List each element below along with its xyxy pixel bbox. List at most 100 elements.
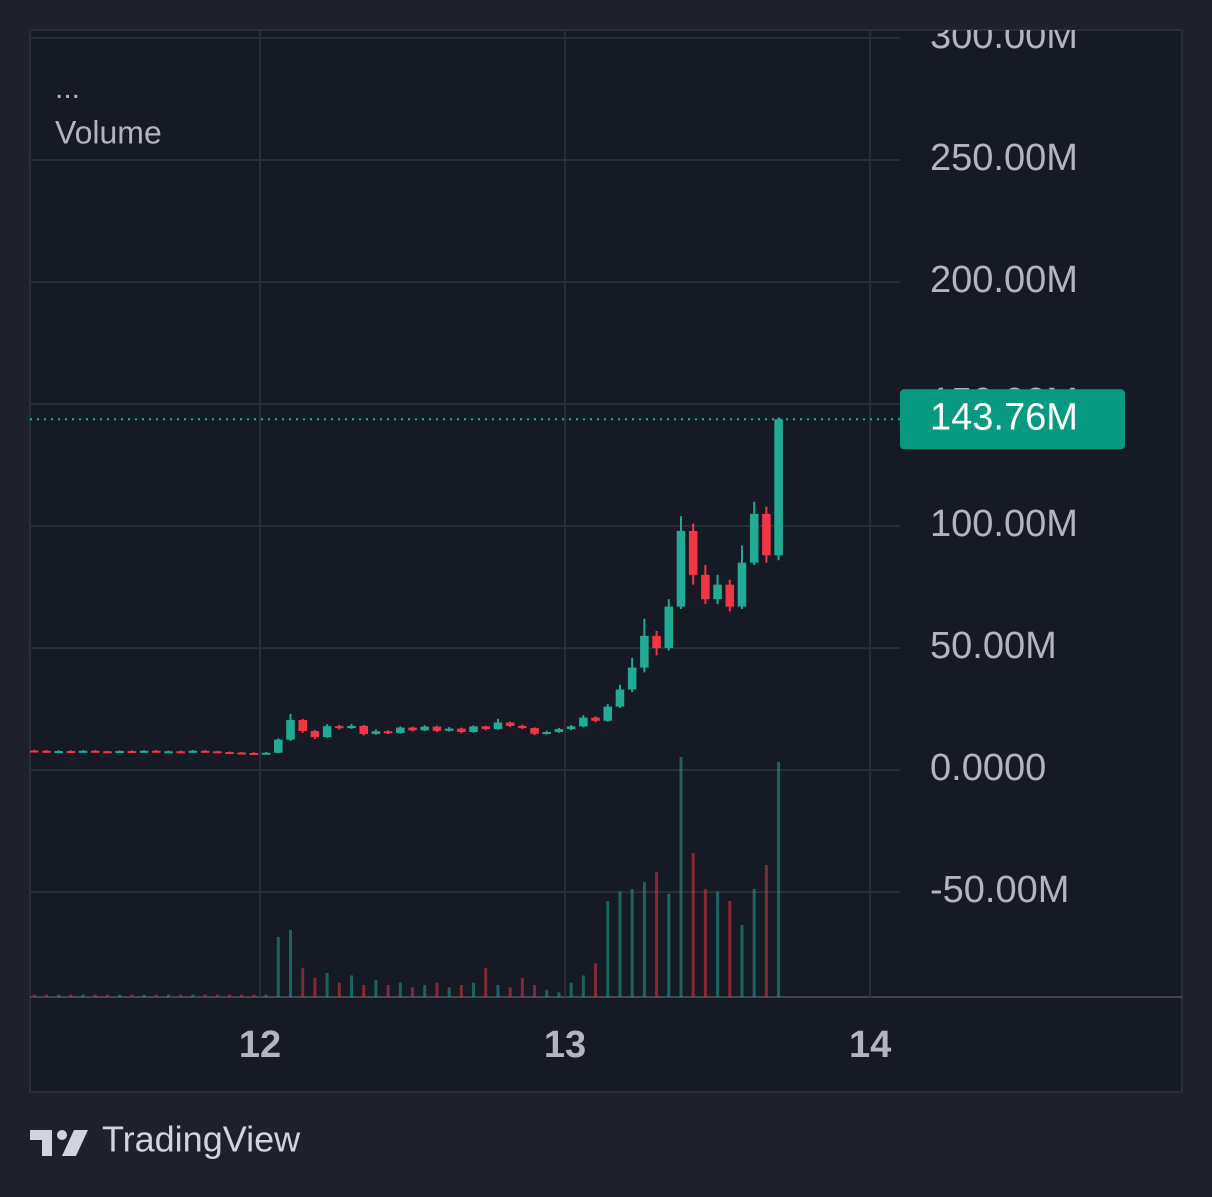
volume-bar (423, 985, 427, 997)
price-scale: -50.00M0.000050.00M100.00M150.00M200.00M… (930, 15, 1078, 911)
candle-body (457, 728, 466, 733)
y-tick-label: 0.0000 (930, 747, 1046, 789)
candle-body (627, 667, 637, 690)
candle-body (188, 750, 198, 753)
volume-bar (496, 985, 500, 997)
candle-body (615, 689, 625, 707)
volume-bar (276, 937, 280, 997)
candle-body (152, 750, 161, 753)
candle-body (286, 720, 295, 740)
volume-bar (752, 889, 756, 997)
candle-body (249, 752, 259, 755)
volume-bar (411, 987, 415, 997)
y-tick-label: 250.00M (930, 137, 1078, 179)
candle-body (176, 751, 185, 754)
candle-body (701, 574, 710, 600)
volume-bar (508, 987, 512, 997)
candle-body (554, 729, 564, 733)
volume-bar (667, 893, 671, 997)
candle-body (566, 726, 576, 730)
volume-bar (630, 889, 634, 997)
candle-body (78, 750, 88, 753)
volume-bar (606, 901, 610, 997)
candle-body (749, 513, 759, 563)
candle-body (261, 752, 271, 755)
candle-body (591, 717, 600, 721)
volume-bar (215, 994, 219, 997)
candle-body (408, 727, 417, 731)
y-tick-label: 300.00M (930, 15, 1078, 57)
volume-bar (447, 987, 451, 997)
volume-bar (740, 925, 744, 997)
last-price-box (900, 389, 1125, 450)
volume-bar (81, 994, 85, 997)
volume-bar (179, 994, 183, 997)
candle-body (725, 584, 735, 607)
volume-bar (203, 994, 207, 997)
volume-bar (252, 994, 256, 997)
candle-body (237, 752, 246, 755)
volume-bar (386, 985, 390, 997)
volume-bar (569, 982, 573, 997)
volume-bar (337, 982, 341, 997)
candle-body (542, 732, 552, 735)
volume-bar (691, 853, 695, 997)
candle-body (481, 726, 491, 730)
volume-bar (484, 968, 488, 997)
volume-bar (581, 975, 585, 997)
volume-bar (154, 994, 158, 997)
candle-body (139, 750, 149, 753)
volume-bar (264, 994, 268, 997)
volume-bar (435, 982, 439, 997)
volume-bar (728, 901, 732, 997)
volume-bar (240, 994, 244, 997)
candle-body (444, 728, 454, 731)
volume-bar (32, 994, 36, 997)
volume-bar (191, 994, 195, 997)
candle-body (371, 731, 381, 734)
candle-body (603, 706, 613, 721)
candle-body (493, 722, 503, 730)
y-tick-label: -50.00M (930, 869, 1069, 911)
candle-body (42, 750, 51, 753)
volume-bar (301, 968, 305, 997)
candle-body (322, 726, 332, 738)
x-tick-label: 12 (239, 1024, 281, 1066)
candle-body (164, 751, 173, 754)
overlay: 12 13 14 143.76M (30, 389, 1125, 1066)
brand-name: TradingView (102, 1119, 301, 1160)
chart-panel (29, 29, 1183, 1093)
volume-bar (618, 891, 622, 997)
volume-bar (716, 891, 720, 997)
candle-body (518, 725, 527, 729)
volume-bar (130, 994, 134, 997)
volume-bar (533, 985, 537, 997)
candle-body (359, 725, 368, 734)
candle-body (530, 728, 539, 734)
candle-body (774, 419, 783, 556)
volume-bar (703, 889, 707, 997)
candle-body (469, 726, 478, 733)
volume-bar (459, 985, 463, 997)
volume-bar (44, 994, 48, 997)
volume-bar (118, 994, 122, 997)
volume-bar (398, 982, 402, 997)
volume-bar (655, 872, 659, 997)
legend-dots[interactable]: ... (55, 72, 80, 105)
candle-body (664, 606, 674, 649)
volume-bar (313, 977, 317, 997)
candle-body (66, 751, 76, 754)
candle-body (127, 751, 137, 754)
volume-bar (594, 963, 598, 997)
volume-bar (166, 994, 170, 997)
candle-body (432, 726, 442, 731)
candle-body (103, 751, 112, 754)
candle-body (310, 731, 320, 738)
candle-body (396, 727, 405, 733)
candle-body (213, 751, 222, 754)
x-tick-label: 14 (849, 1024, 891, 1066)
volume-bar (93, 994, 97, 997)
candle-body (688, 530, 698, 575)
volume-bar (350, 975, 354, 997)
